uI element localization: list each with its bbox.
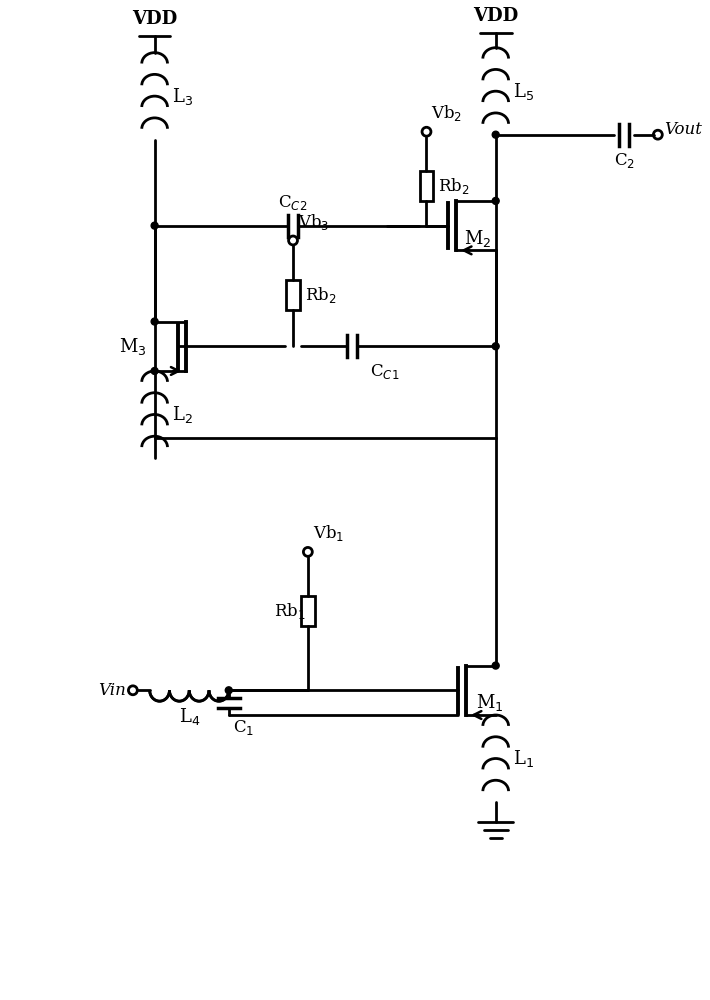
Text: Rb$_1$: Rb$_1$ — [274, 601, 306, 621]
Circle shape — [151, 368, 158, 374]
Circle shape — [492, 197, 499, 204]
Circle shape — [225, 687, 232, 694]
Text: L$_1$: L$_1$ — [513, 748, 535, 769]
Text: Vb$_1$: Vb$_1$ — [313, 523, 344, 543]
Text: M$_2$: M$_2$ — [464, 228, 491, 249]
Text: Vb$_3$: Vb$_3$ — [298, 212, 329, 232]
Text: C$_2$: C$_2$ — [613, 151, 635, 170]
Text: M$_3$: M$_3$ — [119, 336, 147, 357]
Text: L$_5$: L$_5$ — [513, 81, 535, 102]
Text: C$_1$: C$_1$ — [233, 718, 254, 737]
Text: C$_{C1}$: C$_{C1}$ — [370, 362, 400, 381]
Bar — [286, 280, 300, 310]
Circle shape — [151, 222, 158, 229]
Text: Rb$_2$: Rb$_2$ — [438, 176, 470, 196]
Circle shape — [492, 131, 499, 138]
Text: L$_3$: L$_3$ — [173, 86, 194, 107]
Text: Rb$_2$: Rb$_2$ — [305, 285, 337, 305]
Text: M$_1$: M$_1$ — [476, 692, 503, 713]
Circle shape — [151, 318, 158, 325]
Text: Vb$_2$: Vb$_2$ — [432, 103, 463, 123]
Text: C$_{C2}$: C$_{C2}$ — [278, 193, 307, 212]
Bar — [301, 596, 315, 626]
Text: L$_4$: L$_4$ — [178, 706, 200, 727]
Text: VDD: VDD — [132, 10, 178, 28]
Circle shape — [492, 662, 499, 669]
Text: L$_2$: L$_2$ — [173, 404, 193, 425]
Text: Vin: Vin — [98, 682, 126, 699]
Text: Vout: Vout — [664, 121, 701, 138]
Circle shape — [492, 343, 499, 350]
Bar — [420, 171, 433, 201]
Text: VDD: VDD — [473, 7, 518, 25]
